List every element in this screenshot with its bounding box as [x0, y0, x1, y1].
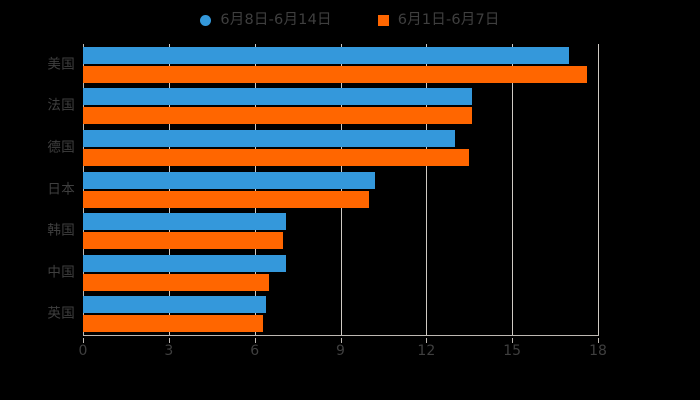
legend-item-series-b[interactable]: 6月1日-6月7日 [377, 11, 500, 28]
x-axis-label-12: 12 [417, 343, 436, 359]
x-axis-label-18: 18 [589, 343, 607, 359]
y-axis-labels: 美国法国德国日本韩国中国英国 [0, 44, 75, 335]
x-axis-tick-6 [254, 338, 256, 343]
x-axis-label-0: 0 [78, 343, 88, 359]
x-axis-label-3: 3 [164, 343, 174, 359]
x-axis-label-6: 6 [250, 343, 260, 359]
x-axis-tick-3 [168, 338, 170, 343]
gridline-12 [426, 44, 428, 335]
bar-中国-series-a[interactable] [83, 254, 287, 272]
gridline-6 [254, 44, 256, 335]
x-axis-line [83, 335, 599, 336]
bar-英国-series-b[interactable] [83, 315, 264, 333]
bar-德国-series-a[interactable] [83, 129, 455, 147]
plot-area [83, 44, 599, 335]
bar-日本-series-b[interactable] [83, 190, 370, 208]
y-axis-label-英国: 英国 [47, 305, 75, 322]
bar-日本-series-a[interactable] [83, 171, 375, 189]
bar-美国-series-a[interactable] [83, 46, 570, 64]
legend-circle-marker-icon [200, 14, 212, 26]
bar-法国-series-a[interactable] [83, 88, 473, 106]
chart-legend: 6月8日-6月14日 6月1日-6月7日 [0, 8, 700, 32]
x-axis-tick-15 [512, 338, 514, 343]
x-axis-label-15: 15 [503, 343, 522, 359]
bar-韩国-series-b[interactable] [83, 232, 284, 250]
x-axis-tick-0 [83, 338, 84, 343]
gridline-15 [512, 44, 514, 335]
y-axis-label-美国: 美国 [47, 56, 75, 73]
bar-法国-series-b[interactable] [83, 107, 473, 125]
bar-英国-series-a[interactable] [83, 296, 267, 314]
bar-美国-series-b[interactable] [83, 65, 587, 83]
y-axis-label-德国: 德国 [47, 139, 75, 156]
x-axis-tick-9 [340, 338, 342, 343]
legend-label-series-b: 6月1日-6月7日 [397, 11, 500, 28]
x-axis-tick-18 [598, 338, 599, 343]
bar-韩国-series-a[interactable] [83, 213, 287, 231]
y-axis-label-韩国: 韩国 [47, 222, 75, 239]
gridline-0 [83, 44, 84, 335]
y-axis-label-中国: 中国 [47, 263, 75, 280]
legend-square-marker-icon [377, 14, 389, 26]
bar-中国-series-b[interactable] [83, 273, 269, 291]
gridline-9 [340, 44, 342, 335]
x-axis-labels: 0 3 6 9 12 15 18 [0, 338, 700, 360]
bar-德国-series-b[interactable] [83, 148, 470, 166]
x-axis-tick-12 [426, 338, 428, 343]
y-axis-label-日本: 日本 [47, 180, 75, 197]
gridline-3 [168, 44, 170, 335]
legend-label-series-a: 6月8日-6月14日 [220, 11, 332, 28]
y-axis-label-法国: 法国 [47, 97, 75, 114]
legend-item-series-a[interactable]: 6月8日-6月14日 [200, 11, 332, 28]
gridline-18 [598, 44, 599, 335]
x-axis-label-9: 9 [336, 343, 345, 359]
